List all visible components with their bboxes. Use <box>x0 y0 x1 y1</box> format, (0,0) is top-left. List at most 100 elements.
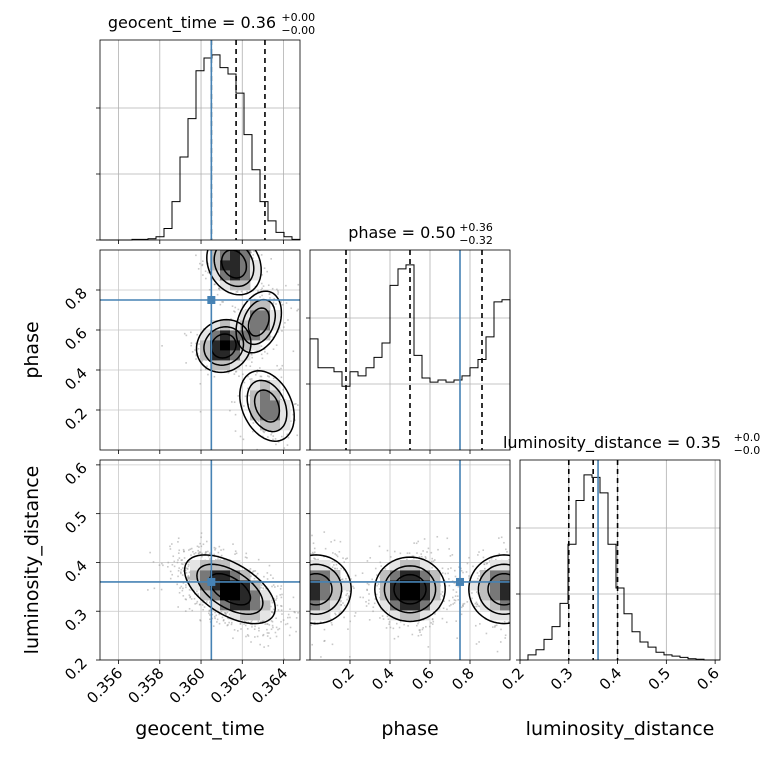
scatter-point <box>530 589 532 591</box>
density-bin <box>490 570 501 581</box>
scatter-point <box>296 584 298 586</box>
scatter-point <box>298 584 300 586</box>
scatter-point <box>450 567 452 569</box>
density-bin <box>410 590 421 601</box>
scatter-point <box>262 634 264 637</box>
scatter-point <box>514 588 516 590</box>
scatter-point <box>260 621 262 623</box>
scatter-point <box>284 621 286 623</box>
scatter-point <box>525 592 527 594</box>
scatter-point <box>219 558 221 561</box>
scatter-point <box>266 632 269 634</box>
scatter-point <box>556 630 558 632</box>
scatter-point <box>511 601 513 603</box>
scatter-point <box>508 621 510 623</box>
scatter-point <box>259 643 261 646</box>
density-bin <box>250 270 261 281</box>
scatter-point <box>424 556 427 558</box>
scatter-point <box>304 621 306 623</box>
scatter-point <box>223 612 226 614</box>
scatter-point <box>529 611 531 613</box>
scatter-point <box>280 596 283 599</box>
scatter-point <box>307 590 309 592</box>
scatter-point <box>340 600 342 602</box>
scatter-point <box>526 563 528 565</box>
scatter-point <box>305 600 307 602</box>
scatter-point <box>214 611 216 614</box>
scatter-point <box>224 243 226 245</box>
scatter-point <box>233 230 235 232</box>
scatter-point <box>492 626 494 628</box>
scatter-point <box>208 609 211 612</box>
scatter-point <box>521 571 523 573</box>
scatter-point <box>182 582 185 584</box>
scatter-point <box>220 554 223 557</box>
scatter-point <box>246 290 248 293</box>
scatter-point <box>242 373 244 376</box>
scatter-point <box>340 567 342 570</box>
scatter-point <box>277 585 279 587</box>
scatter-point <box>195 358 197 360</box>
scatter-point <box>269 637 272 640</box>
scatter-point <box>280 585 283 587</box>
scatter-point <box>280 620 282 623</box>
scatter-point <box>247 375 249 378</box>
scatter-point <box>176 561 179 564</box>
scatter-point <box>246 248 248 250</box>
scatter-point <box>453 582 456 584</box>
scatter-point <box>431 557 434 560</box>
scatter-point <box>306 600 308 602</box>
scatter-point <box>423 538 426 540</box>
scatter-point <box>395 622 398 625</box>
scatter-point <box>441 617 444 620</box>
scatter-point <box>261 294 263 297</box>
scatter-point <box>293 607 295 609</box>
scatter-point <box>211 613 214 616</box>
scatter-point <box>184 562 186 564</box>
scatter-point <box>242 438 245 441</box>
scatter-point <box>288 574 290 576</box>
scatter-point <box>177 552 180 554</box>
scatter-point <box>392 627 395 630</box>
scatter-point <box>266 572 269 574</box>
scatter-point <box>354 612 357 614</box>
scatter-point <box>295 575 297 577</box>
scatter-point <box>297 283 300 286</box>
scatter-point <box>187 578 189 580</box>
scatter-point <box>288 601 290 603</box>
scatter-point <box>209 618 211 621</box>
scatter-point <box>399 552 402 555</box>
density-bin <box>260 310 271 321</box>
x-tick-label: 0.356 <box>83 664 126 707</box>
scatter-point <box>244 395 247 398</box>
scatter-point <box>297 404 299 406</box>
scatter-point <box>540 611 542 613</box>
scatter-point <box>275 597 278 600</box>
density-content <box>100 460 306 660</box>
scatter-point <box>232 220 234 222</box>
scatter-point <box>224 241 226 243</box>
scatter-point <box>285 596 287 598</box>
scatter-point <box>500 628 502 631</box>
scatter-point <box>225 612 227 615</box>
scatter-point <box>232 637 234 640</box>
scatter-point <box>445 621 448 624</box>
scatter-point <box>511 589 513 591</box>
scatter-point <box>457 585 460 588</box>
scatter-point <box>386 615 389 618</box>
scatter-point <box>217 558 219 561</box>
scatter-point <box>177 541 179 543</box>
scatter-point <box>539 573 541 575</box>
scatter-point <box>282 389 285 391</box>
scatter-point <box>472 565 474 568</box>
scatter-point <box>213 375 216 378</box>
density-bin <box>210 320 221 331</box>
scatter-point <box>180 563 183 565</box>
scatter-point <box>455 620 457 622</box>
scatter-point <box>447 568 449 570</box>
scatter-point <box>473 605 476 608</box>
scatter-point <box>294 600 296 602</box>
scatter-point <box>511 633 513 635</box>
scatter-point <box>416 624 418 627</box>
scatter-point <box>244 621 247 623</box>
